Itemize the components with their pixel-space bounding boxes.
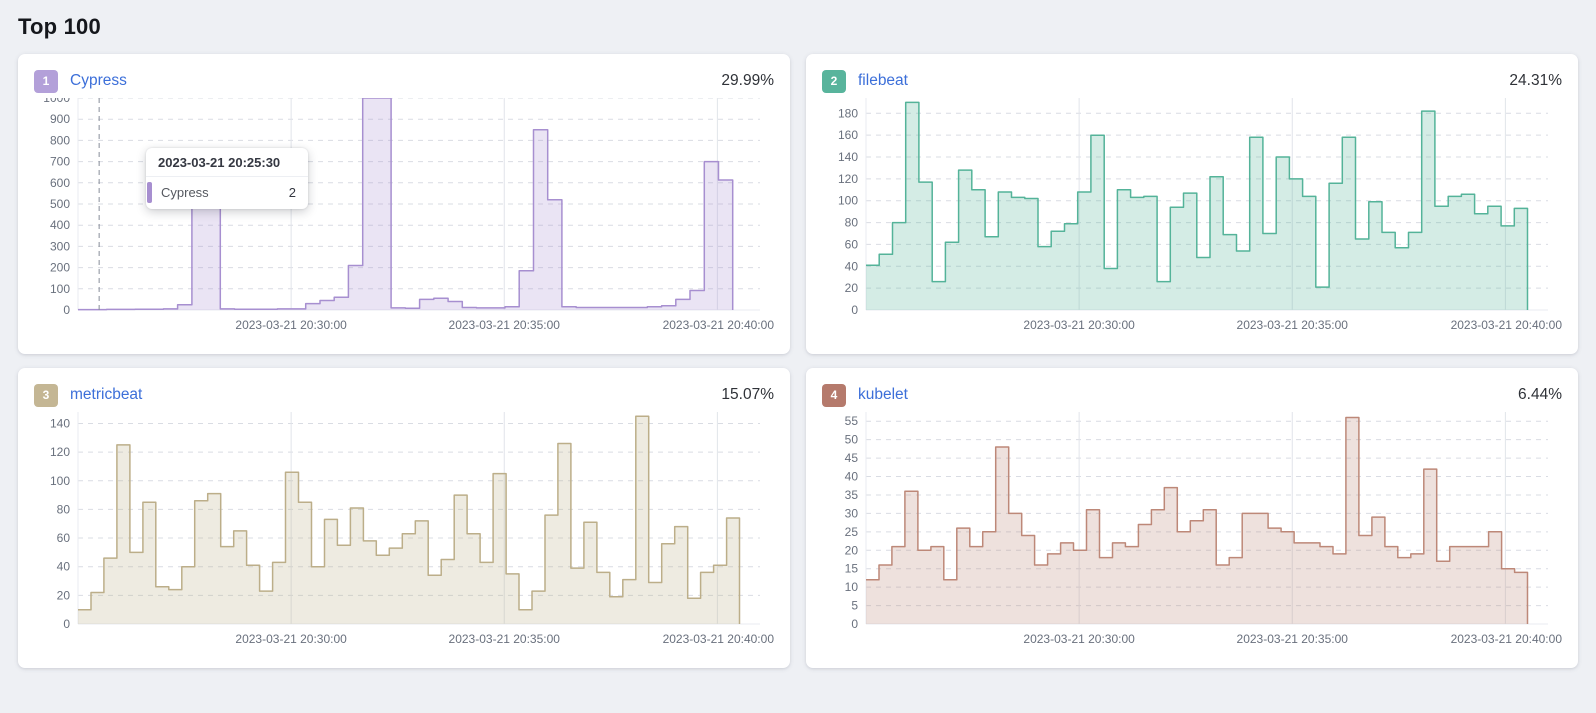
rank-badge: 1 bbox=[34, 69, 58, 93]
svg-text:60: 60 bbox=[57, 531, 71, 545]
svg-text:2023-03-21 20:35:00: 2023-03-21 20:35:00 bbox=[1237, 318, 1349, 332]
svg-text:15: 15 bbox=[845, 562, 859, 576]
page-title: Top 100 bbox=[18, 14, 101, 39]
filebeat-chart-area[interactable]: 0 20 40 60 80 100 120 140 160 180 2023-03-21 20:30… bbox=[822, 98, 1562, 346]
svg-text:20: 20 bbox=[845, 543, 859, 557]
svg-text:200: 200 bbox=[50, 261, 70, 275]
svg-text:140: 140 bbox=[50, 416, 70, 430]
svg-text:400: 400 bbox=[50, 218, 70, 232]
svg-text:100: 100 bbox=[50, 474, 70, 488]
svg-text:2023-03-21 20:40:00: 2023-03-21 20:40:00 bbox=[1451, 318, 1562, 332]
svg-text:2023-03-21 20:30:00: 2023-03-21 20:30:00 bbox=[235, 632, 347, 646]
svg-text:300: 300 bbox=[50, 239, 70, 253]
metricbeat-chart[interactable]: 0 20 40 60 80 100 120 140 2023-03-21 20:30:00 202… bbox=[34, 412, 774, 650]
svg-text:2023-03-21 20:40:00: 2023-03-21 20:40:00 bbox=[663, 632, 774, 646]
svg-text:2023-03-21 20:40:00: 2023-03-21 20:40:00 bbox=[663, 318, 774, 332]
svg-text:0: 0 bbox=[851, 617, 858, 631]
svg-text:10: 10 bbox=[845, 580, 859, 594]
svg-text:0: 0 bbox=[63, 303, 70, 317]
panel-metricbeat: 3 metricbeat 15.07% 0 20 40 60 80 100 120 140 20… bbox=[18, 368, 790, 668]
panel-header-metricbeat: 3 metricbeat 15.07% bbox=[34, 380, 774, 410]
panel-header-filebeat: 2 filebeat 24.31% bbox=[822, 66, 1562, 96]
svg-text:60: 60 bbox=[845, 237, 859, 251]
svg-text:120: 120 bbox=[50, 445, 70, 459]
tooltip-series-value: 2 bbox=[288, 185, 296, 200]
svg-text:2023-03-21 20:30:00: 2023-03-21 20:30:00 bbox=[1023, 632, 1135, 646]
svg-text:100: 100 bbox=[838, 194, 858, 208]
svg-text:2023-03-21 20:35:00: 2023-03-21 20:35:00 bbox=[1237, 632, 1349, 646]
svg-text:140: 140 bbox=[838, 150, 858, 164]
metricbeat-chart-area[interactable]: 0 20 40 60 80 100 120 140 2023-03-21 20:30:00 202… bbox=[34, 412, 774, 660]
rank-badge: 3 bbox=[34, 383, 58, 407]
svg-text:80: 80 bbox=[57, 502, 71, 516]
filebeat-chart[interactable]: 0 20 40 60 80 100 120 140 160 180 2023-03-21 20:30… bbox=[822, 98, 1562, 336]
svg-text:80: 80 bbox=[845, 216, 859, 230]
svg-text:2023-03-21 20:35:00: 2023-03-21 20:35:00 bbox=[449, 632, 561, 646]
series-link-cypress[interactable]: Cypress bbox=[70, 72, 127, 89]
svg-text:180: 180 bbox=[838, 106, 858, 120]
svg-text:20: 20 bbox=[845, 281, 859, 295]
svg-text:0: 0 bbox=[851, 303, 858, 317]
series-link-metricbeat[interactable]: metricbeat bbox=[70, 386, 143, 403]
svg-text:20: 20 bbox=[57, 588, 71, 602]
panel-header-kubelet: 4 kubelet 6.44% bbox=[822, 380, 1562, 410]
svg-text:50: 50 bbox=[845, 433, 859, 447]
svg-text:500: 500 bbox=[50, 197, 70, 211]
series-color-swatch bbox=[147, 182, 152, 203]
cypress-chart[interactable]: 0 100 200 300 400 500 600 700 800 900 1000 2023-03-… bbox=[34, 98, 774, 336]
cypress-chart-area[interactable]: 0 100 200 300 400 500 600 700 800 900 1000 2023-03-… bbox=[34, 98, 774, 346]
svg-text:160: 160 bbox=[838, 128, 858, 142]
rank-badge: 2 bbox=[822, 69, 846, 93]
tooltip-series-name: Cypress bbox=[161, 185, 209, 200]
tooltip-series-row: Cypress 2 bbox=[146, 177, 308, 209]
svg-text:25: 25 bbox=[845, 525, 859, 539]
svg-text:55: 55 bbox=[845, 414, 859, 428]
svg-text:35: 35 bbox=[845, 488, 859, 502]
svg-text:2023-03-21 20:35:00: 2023-03-21 20:35:00 bbox=[449, 318, 561, 332]
rank-badge: 4 bbox=[822, 383, 846, 407]
svg-text:120: 120 bbox=[838, 172, 858, 186]
panels-grid: 1 Cypress 29.99% 0 100 200 300 400 500 600 700 8… bbox=[18, 54, 1578, 668]
panel-filebeat: 2 filebeat 24.31% 0 20 40 60 80 100 120 140 160 1… bbox=[806, 54, 1578, 354]
chart-tooltip: 2023-03-21 20:25:30 Cypress 2 bbox=[146, 148, 308, 209]
tooltip-timestamp: 2023-03-21 20:25:30 bbox=[146, 148, 308, 177]
svg-text:30: 30 bbox=[845, 506, 859, 520]
panel-kubelet: 4 kubelet 6.44% 0 5 10 15 20 25 30 35 40 45 50 55 20… bbox=[806, 368, 1578, 668]
svg-text:1000: 1000 bbox=[43, 98, 70, 105]
svg-text:100: 100 bbox=[50, 282, 70, 296]
percent-value: 15.07% bbox=[721, 386, 774, 403]
svg-text:700: 700 bbox=[50, 155, 70, 169]
svg-text:40: 40 bbox=[57, 560, 71, 574]
series-link-kubelet[interactable]: kubelet bbox=[858, 386, 908, 403]
svg-text:600: 600 bbox=[50, 176, 70, 190]
svg-text:2023-03-21 20:30:00: 2023-03-21 20:30:00 bbox=[1023, 318, 1135, 332]
percent-value: 29.99% bbox=[721, 72, 774, 89]
svg-text:2023-03-21 20:30:00: 2023-03-21 20:30:00 bbox=[235, 318, 347, 332]
svg-text:40: 40 bbox=[845, 470, 859, 484]
panel-header-cypress: 1 Cypress 29.99% bbox=[34, 66, 774, 96]
percent-value: 24.31% bbox=[1509, 72, 1562, 89]
series-link-filebeat[interactable]: filebeat bbox=[858, 72, 908, 89]
svg-text:2023-03-21 20:40:00: 2023-03-21 20:40:00 bbox=[1451, 632, 1562, 646]
kubelet-chart[interactable]: 0 5 10 15 20 25 30 35 40 45 50 55 2023-03-21 20:30:0… bbox=[822, 412, 1562, 650]
svg-text:40: 40 bbox=[845, 259, 859, 273]
svg-text:800: 800 bbox=[50, 133, 70, 147]
kubelet-chart-area[interactable]: 0 5 10 15 20 25 30 35 40 45 50 55 2023-03-21 20:30:0… bbox=[822, 412, 1562, 660]
percent-value: 6.44% bbox=[1518, 386, 1562, 403]
svg-text:45: 45 bbox=[845, 451, 859, 465]
panel-cypress: 1 Cypress 29.99% 0 100 200 300 400 500 600 700 8… bbox=[18, 54, 790, 354]
svg-text:0: 0 bbox=[63, 617, 70, 631]
svg-text:900: 900 bbox=[50, 112, 70, 126]
svg-text:5: 5 bbox=[851, 599, 858, 613]
